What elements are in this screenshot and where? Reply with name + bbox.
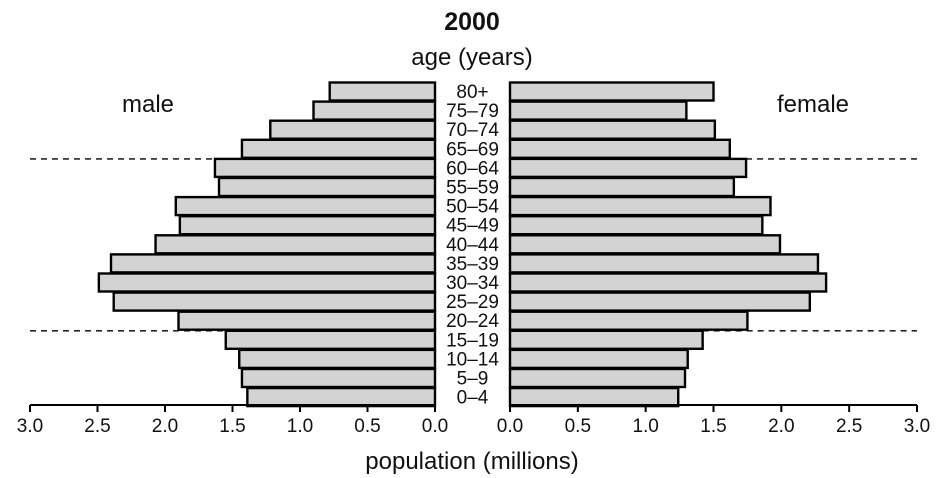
male-bar-45-49	[178, 214, 437, 236]
age-label-80: 80+	[456, 82, 488, 103]
age-label-35-39: 35–39	[446, 254, 499, 275]
age-label-10-14: 10–14	[446, 349, 499, 370]
male-bar-80	[328, 81, 437, 102]
male-tick-label: 2.5	[84, 416, 110, 437]
female-tick-label: 0.5	[565, 416, 591, 437]
male-bar-20-24	[177, 310, 437, 331]
male-bar-5-9	[240, 367, 437, 389]
x-axis-label: population (millions)	[365, 448, 578, 475]
female-bar-25-29	[508, 291, 812, 312]
female-bar-20-24	[508, 310, 749, 331]
female-bar-40-44	[508, 234, 782, 255]
male-bar-35-39	[109, 253, 437, 274]
female-bar-65-69	[508, 138, 731, 160]
female-tick-label: 1.0	[632, 416, 658, 437]
age-group-labels: 80+75–7970–7465–6960–6455–5950–5445–4940…	[446, 82, 499, 409]
male-bar-50-54	[174, 195, 437, 217]
female-bar-30-34	[508, 272, 828, 293]
age-label-50-54: 50–54	[446, 197, 499, 218]
male-bars	[97, 81, 437, 408]
female-bar-45-49	[508, 214, 764, 236]
male-tick-label: 0.0	[422, 416, 448, 437]
male-tick-label: 2.0	[152, 416, 178, 437]
male-bar-10-14	[238, 348, 437, 370]
female-bar-10-14	[508, 348, 689, 370]
male-bar-15-19	[224, 329, 437, 350]
age-label-40-44: 40–44	[446, 235, 499, 256]
male-bar-0-4	[246, 386, 437, 408]
female-tick-label: 2.0	[768, 416, 794, 437]
chart-title: 2000	[444, 8, 500, 36]
male-bar-25-29	[112, 291, 437, 312]
age-label-30-34: 30–34	[446, 273, 499, 294]
male-x-axis: 3.0 2.5 2.0 1.5 1.0 0.5 0.0	[17, 404, 448, 437]
male-bar-60-64	[213, 157, 437, 179]
female-tick-label: 3.0	[904, 416, 930, 437]
female-x-axis: 0.0 0.5 1.0 1.5 2.0 2.5 3.0	[497, 404, 930, 437]
female-bar-50-54	[508, 195, 772, 217]
age-label-60-64: 60–64	[446, 158, 499, 179]
female-bar-0-4	[508, 386, 680, 408]
female-label: female	[777, 91, 849, 118]
female-tick-label: 2.5	[836, 416, 862, 437]
age-label-20-24: 20–24	[446, 311, 499, 332]
female-tick-label: 0.0	[497, 416, 523, 437]
age-label-75-79: 75–79	[446, 101, 499, 122]
female-bar-5-9	[508, 367, 687, 389]
male-bar-40-44	[154, 234, 437, 255]
female-bar-75-79	[508, 100, 688, 121]
male-tick-label: 0.5	[354, 416, 380, 437]
age-label-5-9: 5–9	[457, 369, 489, 390]
age-label-25-29: 25–29	[446, 292, 499, 313]
age-label-55-59: 55–59	[446, 178, 499, 199]
age-label-45-49: 45–49	[446, 216, 499, 237]
female-bar-70-74	[508, 119, 717, 140]
female-bar-55-59	[508, 176, 736, 198]
age-axis-title: age (years)	[411, 44, 532, 71]
male-bar-55-59	[217, 176, 437, 198]
male-tick-label: 1.0	[287, 416, 313, 437]
female-bars	[508, 81, 828, 408]
female-bar-35-39	[508, 253, 820, 274]
female-tick-label: 1.5	[700, 416, 726, 437]
male-bar-30-34	[97, 272, 437, 293]
male-label: male	[122, 91, 174, 118]
male-tick-label: 3.0	[17, 416, 43, 437]
female-bar-80	[508, 81, 715, 102]
male-tick-label: 1.5	[219, 416, 245, 437]
female-bar-15-19	[508, 329, 704, 350]
male-bar-65-69	[240, 138, 437, 160]
age-label-15-19: 15–19	[446, 330, 499, 351]
female-bar-60-64	[508, 157, 748, 179]
age-label-65-69: 65–69	[446, 139, 499, 160]
male-bar-70-74	[269, 119, 437, 140]
age-label-70-74: 70–74	[446, 120, 499, 141]
male-bar-75-79	[312, 100, 437, 121]
age-label-0-4: 0–4	[457, 388, 489, 409]
